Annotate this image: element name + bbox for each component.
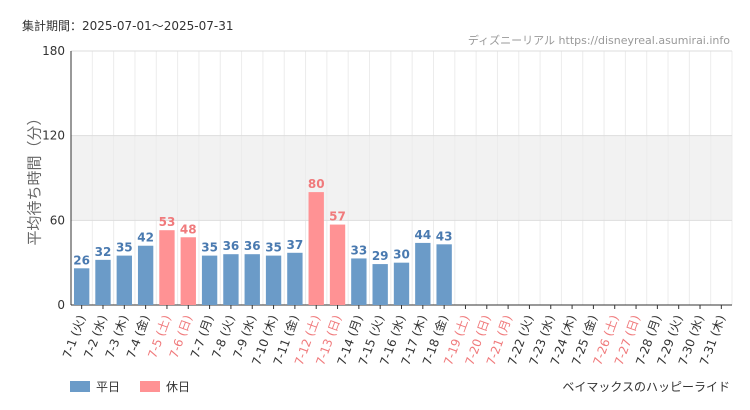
bar-value-label: 37 [287,238,304,252]
y-band-60-120 [71,135,732,221]
y-tick-label: 180 [42,44,65,58]
bar-value-label: 43 [436,229,453,243]
bar-value-label: 30 [393,248,410,262]
period-label: 集計期間：2025-07-01〜2025-07-31 [22,19,234,33]
legend-holiday-label: 休日 [166,380,191,394]
legend-holiday: 休日 [140,378,190,395]
bar [351,258,367,305]
bar-value-label: 57 [329,210,346,224]
bar-value-label: 44 [414,228,431,242]
legend: 平日 休日 [70,378,210,395]
bar-value-label: 29 [372,249,389,263]
bar [137,245,154,305]
bar [436,244,452,305]
y-tick-label: 60 [50,213,65,227]
bar [372,264,388,305]
bar [95,259,111,305]
bar-value-label: 42 [137,231,154,245]
legend-weekday-swatch [70,381,90,392]
bar [329,224,346,305]
y-tick-label: 120 [42,129,65,143]
bar [201,255,218,305]
bar-value-label: 36 [223,239,240,253]
bar [393,262,410,305]
legend-holiday-swatch [140,381,161,392]
bar-value-label: 35 [201,241,218,255]
legend-weekday: 平日 [70,378,120,395]
bar [159,230,175,305]
bar-value-label: 48 [180,222,197,236]
bar-value-label: 32 [95,245,112,259]
bar [223,254,239,305]
bar [116,255,132,305]
bar-value-label: 35 [116,241,133,255]
bar-value-label: 26 [73,253,90,267]
bar-value-label: 35 [265,241,282,255]
source-label: ディズニーリアル https://disneyreal.asumirai.inf… [467,34,730,47]
bar [180,237,196,305]
bar [244,254,260,305]
bar [73,268,90,305]
legend-weekday-label: 平日 [96,380,121,394]
bar [265,255,282,305]
ride-name: ベイマックスのハッピーライド [562,380,730,394]
bar-value-label: 33 [351,243,368,257]
y-tick-label: 0 [57,298,65,312]
bar-value-label: 36 [244,239,261,253]
bar [287,252,303,305]
bar [308,192,324,305]
bar [415,242,431,305]
bar-value-label: 80 [308,177,325,191]
bar-value-label: 53 [159,215,176,229]
